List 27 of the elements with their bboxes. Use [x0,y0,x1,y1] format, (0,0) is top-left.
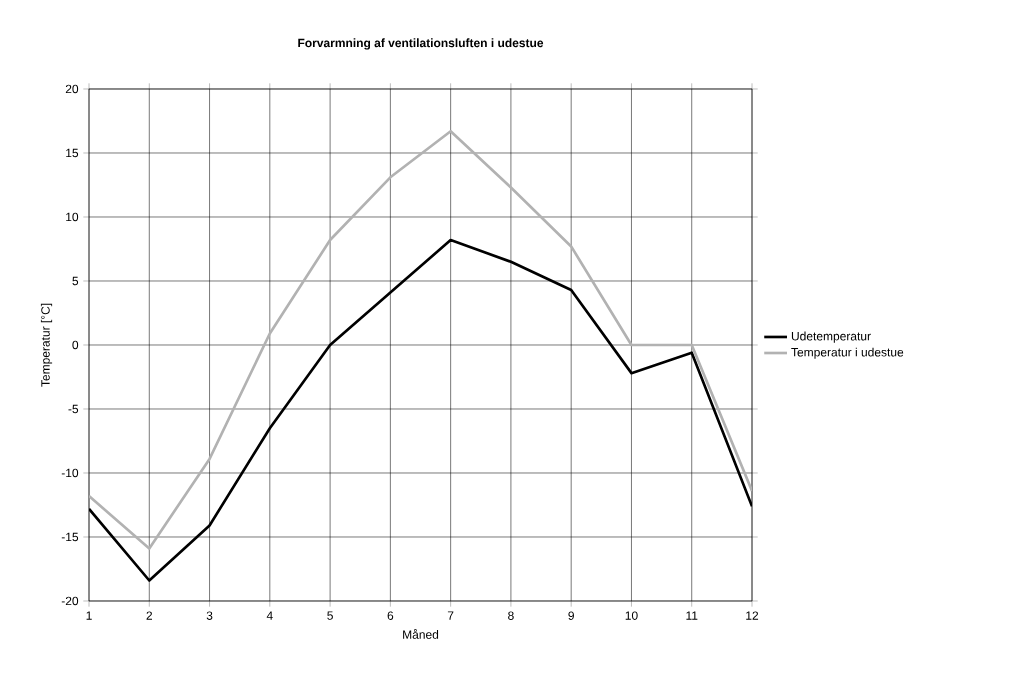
x-tick-label: 1 [86,611,92,620]
x-tick-label: 11 [686,611,698,620]
y-tick-label: -20 [61,596,79,606]
chart-title: Forvarmning af ventilationsluften i udestue [298,38,544,50]
x-tick-label: 6 [387,611,394,620]
y-tick-label: 10 [66,212,79,222]
y-tick-label: 20 [65,84,79,94]
line-series [89,129,752,550]
x-axis-title: Måned [403,629,439,639]
x-tick-label: 9 [568,611,574,620]
x-tick-label: 3 [206,611,213,620]
y-tick-label: -15 [61,532,79,542]
x-tick-label: 5 [327,611,333,620]
x-tick-label: 10 [625,611,638,620]
x-tick-label: 8 [508,611,514,620]
y-tick-label: -5 [68,404,79,414]
x-tick-label: 7 [447,611,454,620]
y-tick-label: 5 [72,276,79,286]
x-tick-label: 12 [746,611,759,620]
y-tick-label: -10 [61,468,79,478]
y-tick-label: 0 [72,340,79,350]
y-axis-title: Temperatur [°C] [40,303,53,387]
y-tick-label: 15 [66,148,79,158]
legend-label: Temperatur i udestue [791,347,904,359]
x-tick-label: 4 [266,611,273,620]
legend-label: Udetemperatur [791,331,871,343]
x-tick-label: 2 [146,611,153,620]
